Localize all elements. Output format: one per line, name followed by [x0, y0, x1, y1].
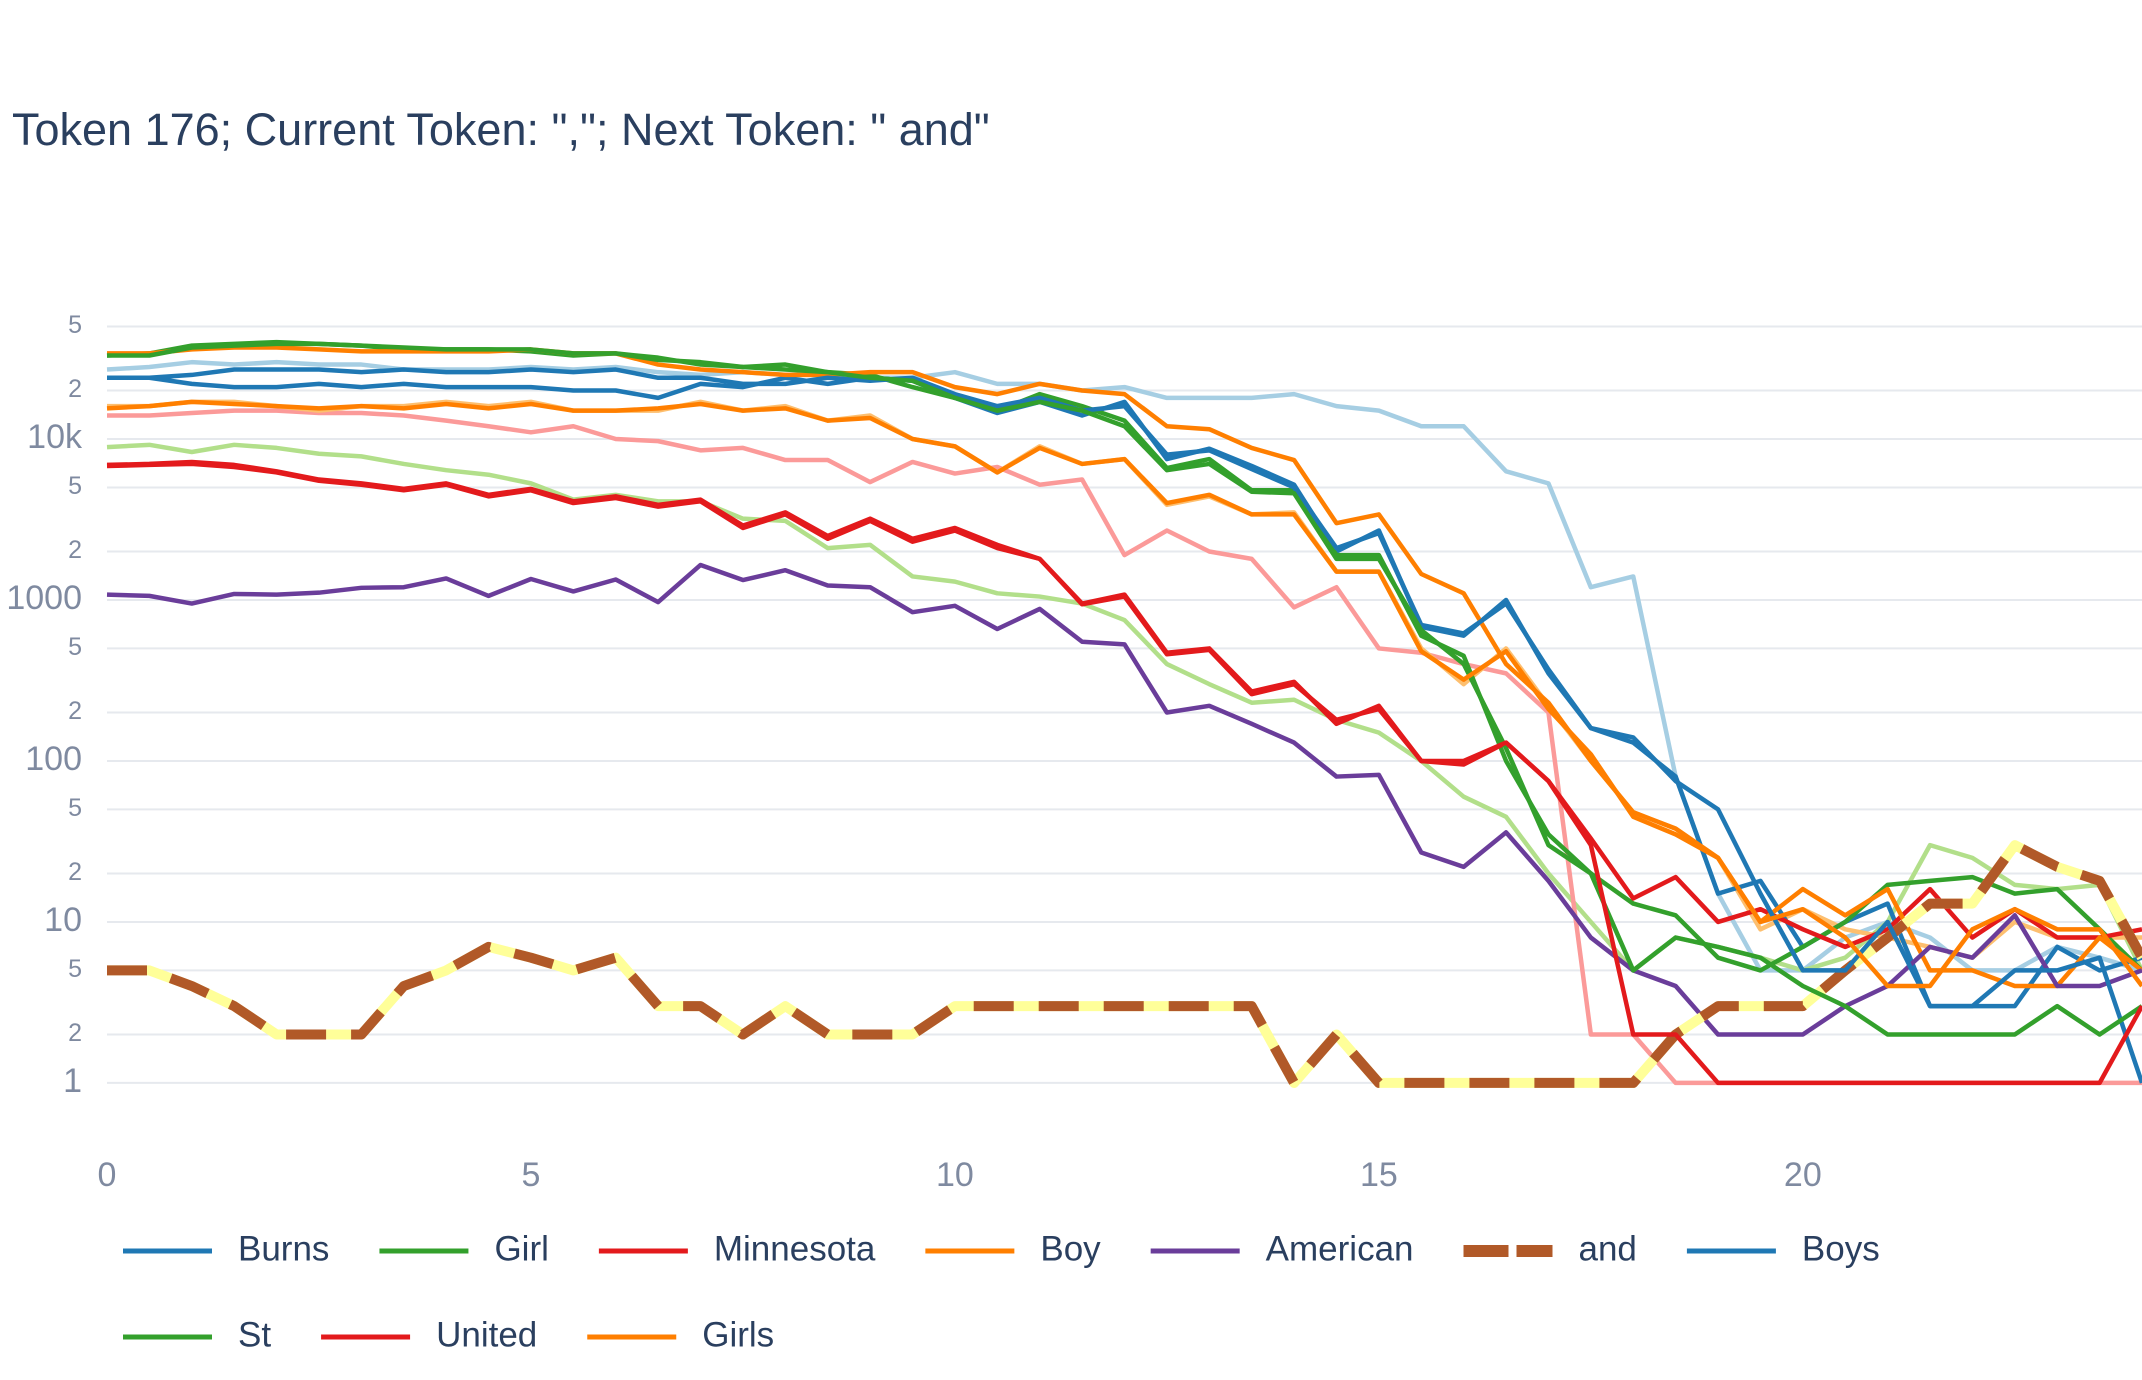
legend-item: United [321, 1315, 537, 1354]
legend-label: Minnesota [714, 1229, 876, 1268]
y-tick-label: 10k [27, 418, 83, 456]
x-tick-label: 10 [936, 1156, 974, 1194]
legend-label: American [1266, 1229, 1414, 1268]
line-backing [107, 840, 2142, 1088]
y-tick-label: 5 [68, 955, 82, 983]
legend-label: St [238, 1315, 271, 1354]
legend-label: Burns [238, 1229, 329, 1268]
legend-label: Boy [1040, 1229, 1101, 1268]
y-tick-label: 5 [68, 472, 82, 500]
line [107, 367, 2142, 1084]
legend-item: American [1150, 1229, 1414, 1268]
line [107, 840, 2142, 1088]
legend-label: and [1579, 1229, 1637, 1268]
y-tick-label: 2 [68, 536, 82, 564]
y-tick-label: 5 [68, 311, 82, 339]
y-tick-label: 100 [25, 740, 82, 778]
line [107, 341, 2142, 1037]
line [106, 399, 2142, 989]
x-tick-label: 5 [521, 1156, 540, 1194]
y-tick-label: 1 [63, 1062, 82, 1100]
line [106, 359, 2142, 973]
y-tick-label: 2 [68, 375, 82, 403]
y-tick-label: 10 [44, 901, 82, 939]
y-tick-label: 5 [68, 794, 82, 822]
line [107, 345, 2142, 989]
legend-label: Girl [494, 1229, 548, 1268]
y-tick-label: 1000 [6, 579, 82, 617]
line [106, 562, 2142, 1037]
x-tick-label: 15 [1360, 1156, 1398, 1194]
legend-item: Minnesota [598, 1229, 876, 1268]
y-tick-label: 2 [68, 1019, 82, 1047]
legend-item: and [1463, 1229, 1637, 1268]
y-tick-label: 2 [68, 697, 82, 725]
grid: 1 2 5 10 2 5 100 2 5 1000 2 5 10k 2 5 0 5 10 15 20 [6, 311, 2142, 1194]
legend-item: Girls [587, 1315, 774, 1354]
legend-label: United [436, 1315, 537, 1354]
legend-label: Boys [1802, 1229, 1880, 1268]
x-tick-label: 0 [98, 1156, 117, 1194]
legend-label: Girls [702, 1315, 774, 1354]
line [106, 461, 2142, 1086]
legend-item: Boys [1686, 1229, 1880, 1268]
x-tick-label: 20 [1784, 1156, 1822, 1194]
plot-area [106, 339, 2142, 1088]
y-tick-label: 2 [68, 858, 82, 886]
legend-item: Burns [123, 1229, 329, 1268]
legend: Burns Girl Minnesota Boy American and Boys St Un… [123, 1229, 1880, 1354]
legend-item: St [123, 1315, 271, 1354]
y-tick-label: 5 [68, 633, 82, 661]
legend-item: Girl [379, 1229, 549, 1268]
legend-item: Boy [925, 1229, 1101, 1268]
chart-title: Token 176; Current Token: ","; Next Toke… [12, 104, 990, 155]
line [106, 442, 2142, 973]
line [106, 339, 2142, 973]
